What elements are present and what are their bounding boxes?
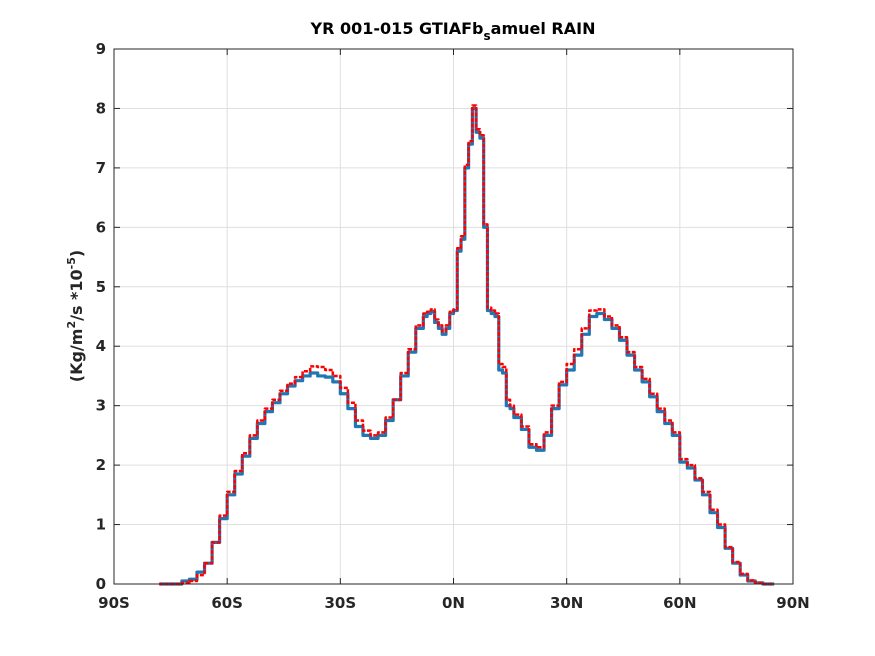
x-tick-labels: 90S 60S 30S 0N 30N 60N 90N <box>98 594 810 612</box>
y-tick-label: 2 <box>96 456 106 474</box>
chart-title: YR 001-015 GTIAFbsamuel RAIN <box>310 19 596 43</box>
x-tick-label: 90N <box>776 594 809 612</box>
x-tick-label: 30S <box>324 594 356 612</box>
ticks <box>113 48 794 585</box>
y-tick-labels: 0 1 2 3 4 5 6 7 8 9 <box>96 40 106 593</box>
series-line-2 <box>159 104 775 586</box>
y-tick-label: 4 <box>96 337 106 355</box>
y-axis-label: (Kg/m2/s *10-5) <box>65 250 86 382</box>
x-tick-label: 60S <box>211 594 243 612</box>
y-tick-label: 5 <box>96 278 106 296</box>
series-layer <box>159 104 775 586</box>
x-tick-label: 30N <box>550 594 583 612</box>
x-tick-label: 60N <box>663 594 696 612</box>
y-tick-label: 1 <box>96 516 106 534</box>
y-tick-label: 6 <box>96 218 106 236</box>
y-tick-label: 0 <box>96 575 106 593</box>
y-tick-label: 8 <box>96 99 106 117</box>
x-tick-label: 0N <box>442 594 465 612</box>
x-tick-label: 90S <box>98 594 130 612</box>
y-tick-label: 7 <box>96 159 106 177</box>
y-tick-label: 9 <box>96 40 106 58</box>
y-tick-label: 3 <box>96 397 106 415</box>
